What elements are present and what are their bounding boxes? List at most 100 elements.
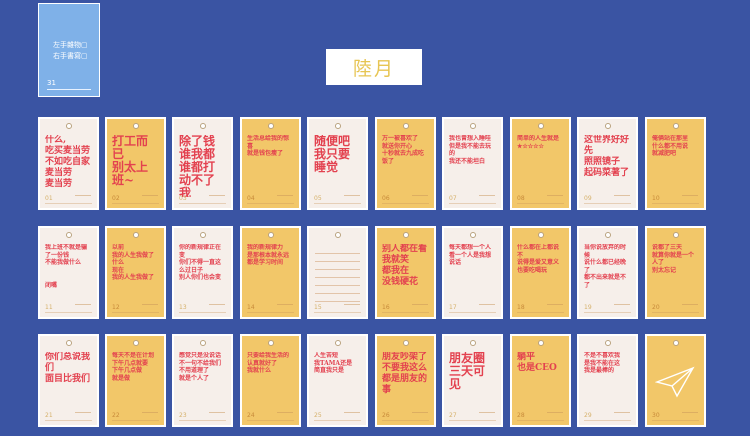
day-card-19[interactable]: 当你说放弃的时候 说什么都已经晚了 都不出来就是不了 19 xyxy=(577,226,638,319)
card-baseline xyxy=(382,420,429,421)
card-number: 19 xyxy=(584,304,592,311)
card-quote: 不是不喜欢我 是我不能在这 我是最棒的 xyxy=(584,352,621,374)
tag-hole-icon xyxy=(267,232,274,238)
card-number: 23 xyxy=(179,412,187,419)
day-card-20[interactable]: 说都了三天 就算你就是一个人了 别太忘记 20 xyxy=(645,226,706,319)
paper-plane-icon xyxy=(655,366,695,398)
day-card-25[interactable]: 人生苦短 我TAMA还是 简直我只是 25 xyxy=(307,334,368,427)
card-quote: 我也曾想入睡哇 但是我不能去玩的 我还不能坦白 xyxy=(449,135,492,165)
day-card-29[interactable]: 不是不喜欢我 是我不能在这 我是最棒的 29 xyxy=(577,334,638,427)
card-number: 29 xyxy=(584,412,592,419)
day-card-21[interactable]: 你们总说我们 面目比我们 21 xyxy=(38,334,99,427)
card-footer-mark xyxy=(277,195,293,202)
day-card-05[interactable]: 随便吧 我只要睡觉 05 xyxy=(307,117,368,210)
tag-hole-icon xyxy=(672,232,679,238)
cover-number: 31 xyxy=(47,79,56,87)
tag-hole-icon xyxy=(199,232,206,238)
card-baseline xyxy=(179,203,226,204)
card-baseline xyxy=(584,203,631,204)
card-footer-mark xyxy=(614,195,630,202)
day-card-28[interactable]: 躺平 也是CEO 28 xyxy=(510,334,571,427)
card-quote: 什么, 吃买麦当劳 不如吃自家麦当劳 麦当劳 xyxy=(45,135,91,189)
card-footer-mark xyxy=(344,304,360,311)
card-baseline xyxy=(45,203,92,204)
day-card-04[interactable]: 生活总给我的惊喜 就是钱包瘦了 04 xyxy=(240,117,301,210)
tag-hole-icon xyxy=(672,340,679,346)
day-card-13[interactable]: 你的新规律正在变 你们不得一直这么过日子 别人你们也会变 13 xyxy=(172,226,233,319)
day-card-07[interactable]: 我也曾想入睡哇 但是我不能去玩的 我还不能坦白 07 xyxy=(442,117,503,210)
card-baseline xyxy=(584,312,631,313)
card-quote: 朋友吵架了 不要我这么 都是朋友的事 xyxy=(382,352,428,395)
day-card-01[interactable]: 什么, 吃买麦当劳 不如吃自家麦当劳 麦当劳 01 xyxy=(38,117,99,210)
card-footer-mark xyxy=(344,195,360,202)
card-number: 12 xyxy=(112,304,120,311)
card-quote: 这世界好好先 照照镜子 起码菜著了 xyxy=(584,135,630,178)
tag-hole-icon xyxy=(334,123,341,129)
card-quote: 打工而已 别太上班~ xyxy=(112,135,149,187)
card-number: 07 xyxy=(449,195,457,202)
card-quote: 人生苦短 我TAMA还是 简直我只是 xyxy=(314,352,353,374)
tag-hole-icon xyxy=(132,123,139,129)
card-baseline xyxy=(247,203,294,204)
card-footer-mark xyxy=(682,195,698,202)
tag-hole-icon xyxy=(267,123,274,129)
day-card-06[interactable]: 万一被喜欢了 就送你开心 十秒就去九成吃饭了 06 xyxy=(375,117,436,210)
card-footer-mark xyxy=(75,412,91,419)
tag-hole-icon xyxy=(199,123,206,129)
card-number: 08 xyxy=(517,195,525,202)
day-card-16[interactable]: 别人都在看我就笑 都我在 没钱硬花 16 xyxy=(375,226,436,319)
card-quote: 你的新规律正在变 你们不得一直这么过日子 别人你们也会变 xyxy=(179,244,222,281)
card-number: 22 xyxy=(112,412,120,419)
cover-card[interactable]: 左手雜物▢ 右手書寫▢ 31 xyxy=(38,3,100,97)
card-baseline xyxy=(449,420,496,421)
card-footer-mark xyxy=(682,412,698,419)
tag-hole-icon xyxy=(65,123,72,129)
day-card-30[interactable]: 30 xyxy=(645,334,706,427)
tag-hole-icon xyxy=(604,232,611,238)
card-baseline xyxy=(517,420,564,421)
day-card-15[interactable]: 15 xyxy=(307,226,368,319)
card-number: 16 xyxy=(382,304,390,311)
cover-rule xyxy=(47,89,91,90)
card-baseline xyxy=(652,312,699,313)
tag-hole-icon xyxy=(672,123,679,129)
card-quote: 我的新规律力 是那根本就永远都是学习时间 xyxy=(247,244,290,266)
day-card-22[interactable]: 每天不是在计划 下午几点就要 下午几点做 就是做 22 xyxy=(105,334,166,427)
card-number: 02 xyxy=(112,195,120,202)
card-number: 10 xyxy=(652,195,660,202)
day-card-27[interactable]: 朋友圈 三天可见 27 xyxy=(442,334,503,427)
day-card-26[interactable]: 朋友吵架了 不要我这么 都是朋友的事 26 xyxy=(375,334,436,427)
tag-hole-icon xyxy=(537,232,544,238)
tag-hole-icon xyxy=(402,123,409,129)
tag-hole-icon xyxy=(402,340,409,346)
card-baseline xyxy=(247,420,294,421)
day-card-08[interactable]: 简单的人生就是 ★☆☆☆☆ 08 xyxy=(510,117,571,210)
day-card-14[interactable]: 我的新规律力 是那根本就永远都是学习时间 14 xyxy=(240,226,301,319)
card-footer-mark xyxy=(344,412,360,419)
day-card-18[interactable]: 什么都在上都说不 说得是爱又意义 也要吃喝玩 18 xyxy=(510,226,571,319)
card-baseline xyxy=(449,203,496,204)
card-quote: 你们总说我们 面目比我们 xyxy=(45,352,91,384)
card-quote: 以前 我的人生我做了什么 现在 我的人生我做了 xyxy=(112,244,155,281)
tag-hole-icon xyxy=(267,340,274,346)
day-card-11[interactable]: 我上班不就是骗了一份钱 不能我做什么 闭嘴 11 xyxy=(38,226,99,319)
card-footer-mark xyxy=(209,195,225,202)
card-baseline xyxy=(517,312,564,313)
day-card-10[interactable]: 俺俩站在那里 什么都不用说 就减肥吧 10 xyxy=(645,117,706,210)
day-card-02[interactable]: 打工而已 别太上班~ 02 xyxy=(105,117,166,210)
day-card-12[interactable]: 以前 我的人生我做了什么 现在 我的人生我做了 12 xyxy=(105,226,166,319)
tag-hole-icon xyxy=(132,232,139,238)
card-footer-mark xyxy=(547,195,563,202)
day-card-09[interactable]: 这世界好好先 照照镜子 起码菜著了 09 xyxy=(577,117,638,210)
card-number: 17 xyxy=(449,304,457,311)
day-card-24[interactable]: 只要给我生活的 认真就好了 我就什么 24 xyxy=(240,334,301,427)
card-baseline xyxy=(45,312,92,313)
card-number: 06 xyxy=(382,195,390,202)
day-card-17[interactable]: 每天都想一个人 看一个人是我想说话 17 xyxy=(442,226,503,319)
card-number: 03 xyxy=(179,195,187,202)
tag-hole-icon xyxy=(604,340,611,346)
card-baseline xyxy=(382,203,429,204)
day-card-03[interactable]: 除了钱 谁我都 谁都打动不了我 03 xyxy=(172,117,233,210)
day-card-23[interactable]: 感觉只是没说话 不一句不给我们 不用道理了 就是个人了 23 xyxy=(172,334,233,427)
card-quote: 只要给我生活的 认真就好了 我就什么 xyxy=(247,352,290,374)
